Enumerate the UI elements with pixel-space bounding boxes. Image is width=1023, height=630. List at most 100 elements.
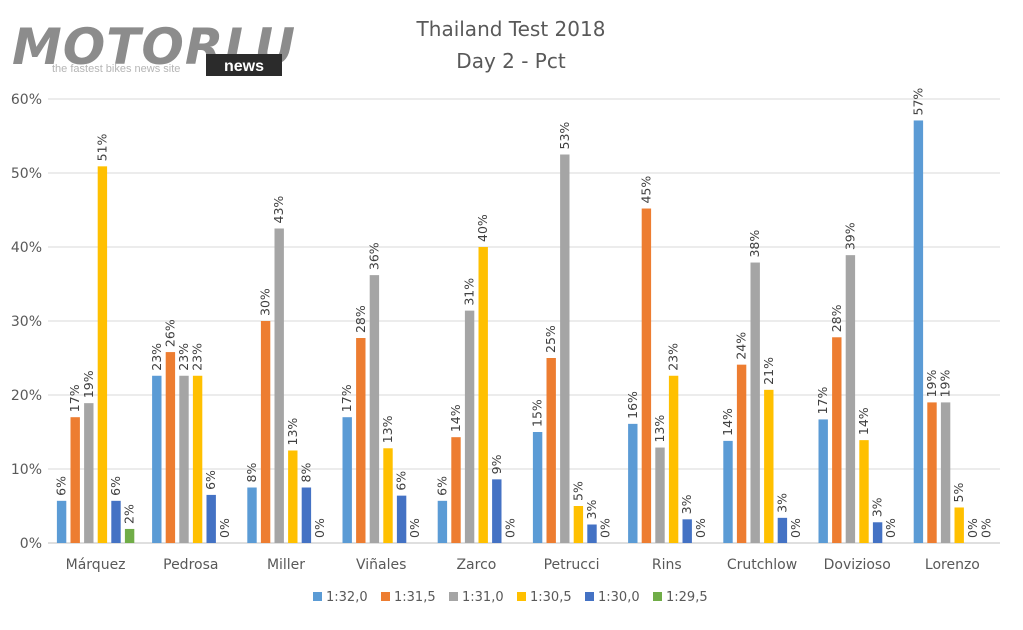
bar: [818, 419, 828, 543]
data-label: 3%: [774, 493, 789, 513]
bar: [492, 479, 502, 543]
legend-swatch: [585, 592, 594, 601]
bar: [56, 500, 67, 543]
bar: [247, 487, 257, 543]
category-label: Miller: [267, 557, 305, 573]
legend-swatch: [381, 592, 390, 601]
data-label: 0%: [502, 518, 517, 538]
data-label: 15%: [530, 399, 545, 427]
data-label: 40%: [475, 214, 490, 242]
bar: [124, 528, 135, 543]
data-label: 25%: [543, 325, 558, 353]
data-label: 9%: [489, 454, 504, 474]
data-label: 6%: [108, 476, 123, 496]
legend-swatch: [449, 592, 458, 601]
bar: [111, 500, 121, 543]
data-label: 0%: [693, 518, 708, 538]
data-label: 3%: [870, 497, 885, 517]
data-label: 14%: [720, 408, 735, 436]
category-label: Lorenzo: [925, 557, 980, 573]
data-label: 0%: [883, 518, 898, 538]
data-label: 45%: [638, 176, 653, 204]
data-label: 0%: [788, 518, 803, 538]
legend-label: 1:29,5: [666, 590, 708, 605]
data-label: 57%: [910, 88, 925, 116]
bar: [478, 247, 488, 543]
bar: [940, 402, 951, 543]
gridlines: [48, 98, 1000, 544]
category-label: Pedrosa: [163, 557, 218, 573]
data-label: 17%: [339, 384, 354, 412]
data-label: 23%: [190, 343, 205, 371]
data-label: 31%: [462, 278, 477, 306]
data-label: 17%: [67, 384, 82, 412]
data-label: 14%: [448, 404, 463, 432]
y-tick-label: 20%: [11, 388, 42, 404]
data-label: 19%: [938, 369, 953, 397]
category-labels: Márquez Pedrosa Miller Viñales Zarco Petrucci…: [66, 557, 980, 573]
bar: [97, 166, 108, 543]
data-label: 0%: [598, 518, 613, 538]
data-label: 26%: [162, 319, 177, 347]
bar: [560, 154, 570, 543]
bar: [736, 364, 747, 543]
data-label: 8%: [298, 463, 313, 483]
data-label: 0%: [312, 518, 327, 538]
data-label: 38%: [747, 230, 762, 258]
legend-label: 1:30,5: [530, 590, 572, 605]
legend-swatch: [313, 592, 322, 601]
chart-subtitle: Day 2 - Pct: [456, 49, 566, 73]
bar: [70, 417, 80, 543]
data-label: 8%: [244, 463, 259, 483]
bar: [682, 519, 692, 543]
data-label: 23%: [176, 343, 191, 371]
legend-swatch: [653, 592, 662, 601]
bar: [451, 437, 461, 543]
data-label: 6%: [394, 471, 409, 491]
data-label: 51%: [94, 133, 109, 161]
bar: [913, 120, 924, 544]
data-label: 24%: [734, 332, 749, 360]
data-label: 13%: [285, 418, 300, 446]
data-label: 0%: [978, 518, 993, 538]
data-label: 16%: [625, 391, 640, 419]
y-axis-ticks: 0% 10% 20% 30% 40% 50% 60%: [11, 92, 42, 552]
logo-tagline: the fastest bikes news site: [52, 63, 180, 75]
bars: [56, 120, 964, 544]
data-label: 3%: [584, 500, 599, 520]
data-label: 19%: [924, 369, 939, 397]
category-label: Márquez: [66, 557, 126, 573]
category-label: Crutchlow: [727, 557, 797, 573]
y-tick-label: 50%: [11, 166, 42, 182]
bar: [927, 402, 937, 543]
data-label: 23%: [666, 343, 681, 371]
data-label: 14%: [856, 407, 871, 435]
category-label: Viñales: [356, 557, 406, 573]
bar: [192, 375, 203, 543]
bar: [84, 403, 94, 543]
data-label: 28%: [829, 304, 844, 332]
data-label: 3%: [679, 494, 694, 514]
bar: [383, 448, 393, 543]
logo-news: news: [224, 58, 264, 75]
bar: [165, 352, 176, 543]
data-label: 39%: [842, 222, 857, 250]
bar: [532, 432, 543, 543]
bar: [872, 522, 883, 543]
bar: [437, 500, 448, 543]
bar: [288, 450, 298, 543]
category-label: Dovizioso: [824, 557, 891, 573]
bar: [587, 524, 597, 543]
data-label: 6%: [434, 476, 449, 496]
data-label: 6%: [203, 470, 218, 490]
data-label: 5%: [570, 481, 585, 501]
y-tick-label: 40%: [11, 240, 42, 256]
legend-label: 1:32,0: [326, 590, 368, 605]
y-tick-label: 10%: [11, 462, 42, 478]
y-tick-label: 30%: [11, 314, 42, 330]
category-label: Zarco: [456, 557, 496, 573]
bar: [954, 507, 964, 543]
bar: [723, 440, 733, 543]
y-tick-label: 0%: [20, 536, 42, 552]
